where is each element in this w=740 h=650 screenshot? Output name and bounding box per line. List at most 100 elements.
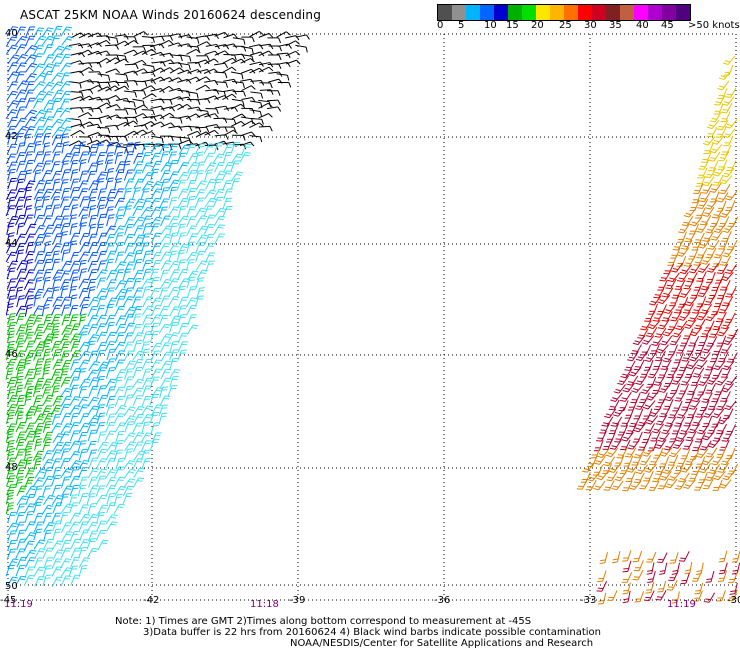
wind-barb — [51, 134, 62, 146]
wind-barb — [105, 250, 117, 262]
wind-barb — [167, 42, 183, 48]
wind-barb — [113, 413, 125, 424]
wind-barb — [25, 422, 36, 434]
wind-barb — [722, 223, 735, 233]
wind-barb — [77, 432, 88, 443]
wind-barb — [123, 100, 136, 108]
wind-barb — [672, 239, 684, 251]
wind-barb — [52, 441, 64, 453]
wind-barb — [16, 80, 29, 91]
wind-barb — [5, 358, 17, 370]
map-title: ASCAT 25KM NOAA Winds 20160624 descendin… — [20, 8, 322, 22]
wind-barb — [187, 162, 200, 173]
wind-barb — [726, 160, 737, 172]
wind-barb — [78, 188, 89, 200]
wind-barb — [709, 143, 723, 154]
wind-barb — [34, 180, 46, 191]
wind-barb — [15, 214, 26, 226]
wind-barb — [213, 188, 225, 200]
lat-tick-label: 42 — [5, 131, 18, 142]
wind-barb — [249, 67, 264, 74]
wind-barb — [15, 324, 27, 336]
wind-barb — [15, 277, 26, 289]
wind-barb — [69, 384, 79, 397]
wind-barb — [124, 63, 139, 70]
wind-barb — [24, 159, 34, 172]
wind-barb — [51, 413, 62, 426]
wind-barb — [115, 73, 129, 81]
wind-barb — [158, 323, 171, 334]
wind-barb — [141, 421, 151, 434]
wind-barb — [51, 458, 62, 470]
wind-barb — [168, 87, 184, 93]
wind-barb — [106, 279, 117, 290]
wind-barb — [97, 431, 107, 443]
wind-barb — [15, 359, 26, 371]
wind-barb — [70, 367, 82, 379]
wind-barb — [132, 216, 145, 227]
wind-barb — [33, 259, 45, 271]
wind-barb — [41, 504, 54, 516]
wind-barb — [133, 68, 148, 74]
wind-barb — [141, 162, 153, 174]
wind-barb — [222, 126, 237, 133]
wind-barb — [124, 242, 135, 254]
wind-barb — [632, 550, 643, 563]
wind-barb — [214, 161, 225, 173]
wind-barb — [653, 287, 665, 299]
wind-barb — [7, 100, 19, 111]
wind-barb — [41, 304, 50, 317]
wind-barb — [177, 115, 192, 121]
wind-barb — [25, 314, 37, 325]
wind-barb — [15, 26, 26, 38]
wind-barb — [95, 404, 105, 416]
wind-barb — [214, 207, 227, 218]
wind-barb — [42, 258, 52, 271]
wind-barb — [15, 340, 25, 352]
wind-barb — [16, 170, 27, 182]
wind-barb — [105, 321, 115, 334]
wind-barb — [151, 305, 162, 316]
wind-barb — [97, 73, 111, 81]
wind-barb — [7, 313, 16, 326]
wind-barb — [124, 151, 134, 163]
wind-barb — [196, 234, 208, 245]
wind-barb — [612, 551, 621, 564]
wind-barb — [115, 81, 130, 88]
wind-barb — [42, 269, 52, 281]
wind-barb — [168, 286, 180, 298]
wind-barb — [250, 91, 264, 99]
wind-barb — [60, 341, 71, 353]
wind-barb — [212, 153, 225, 164]
wind-barb — [60, 333, 71, 345]
wind-barb — [186, 179, 197, 192]
wind-barb — [186, 324, 199, 335]
wind-barb — [25, 322, 34, 336]
scale-swatch — [550, 5, 564, 20]
wind-barb — [150, 359, 162, 370]
lon-tick-label: -30 — [727, 595, 740, 606]
wind-barb — [43, 44, 54, 55]
wind-barb — [32, 314, 44, 326]
wind-barb — [205, 43, 220, 50]
wind-barb — [25, 223, 37, 235]
wind-barb — [61, 35, 74, 46]
wind-barb — [132, 90, 147, 96]
wind-barb — [79, 242, 91, 253]
wind-barb — [168, 171, 180, 182]
wind-barb — [106, 413, 116, 425]
wind-barb — [33, 81, 46, 91]
wind-barb — [78, 49, 93, 56]
wind-barb — [141, 152, 151, 164]
wind-barb — [42, 287, 54, 298]
wind-barb — [158, 306, 170, 317]
wind-barb — [151, 135, 164, 144]
wind-barb — [52, 89, 64, 101]
wind-barb — [124, 223, 134, 236]
wind-barb — [105, 225, 117, 237]
wind-barb — [87, 251, 99, 263]
wind-barb — [96, 341, 108, 353]
wind-barb — [51, 449, 62, 461]
wind-barb — [114, 197, 126, 209]
wind-barb — [149, 439, 160, 451]
